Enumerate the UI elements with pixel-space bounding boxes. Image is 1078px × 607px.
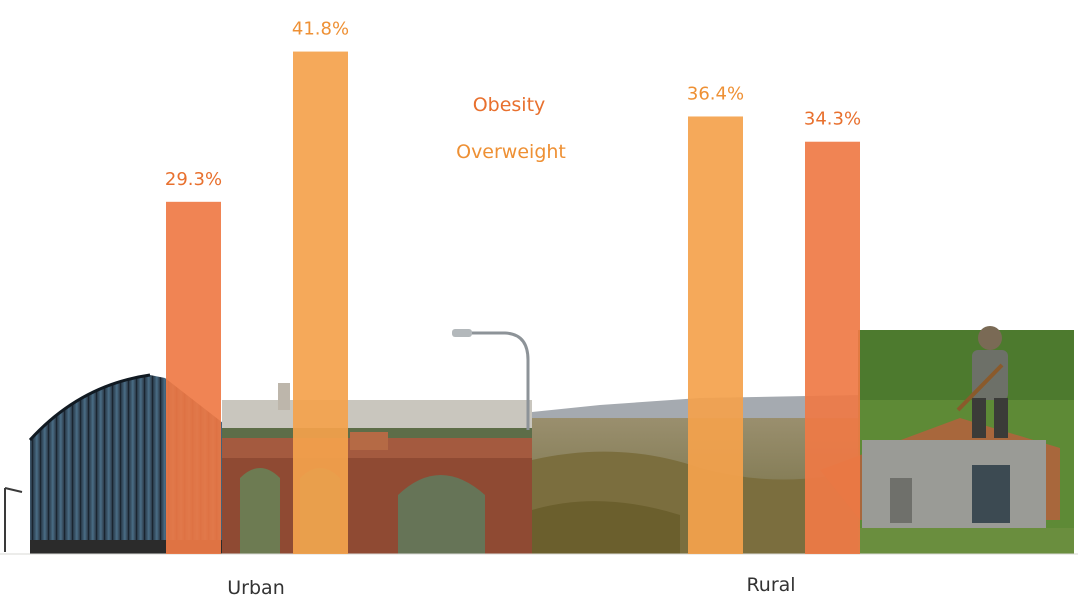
legend-entry-overweight: Overweight bbox=[456, 141, 566, 163]
category-label-urban: Urban bbox=[227, 577, 284, 599]
bars-layer bbox=[166, 51, 860, 555]
farmer-house-image bbox=[820, 326, 1074, 554]
bar-overweight-urban bbox=[293, 51, 348, 555]
category-labels: Urban Rural bbox=[227, 574, 795, 599]
legend-entry-obesity: Obesity bbox=[473, 94, 546, 116]
street-lamp-image bbox=[452, 329, 530, 430]
background-scenes bbox=[0, 326, 1078, 555]
legend: Obesity Overweight bbox=[456, 94, 566, 163]
bar-overweight-rural bbox=[688, 116, 743, 555]
bar-obesity-urban bbox=[166, 201, 221, 554]
category-label-rural: Rural bbox=[746, 574, 795, 596]
value-label-obesity-urban: 29.3% bbox=[165, 169, 222, 190]
value-label-obesity-rural: 34.3% bbox=[804, 109, 861, 130]
city-aqueduct-image bbox=[222, 383, 532, 554]
bar-obesity-rural bbox=[805, 141, 860, 555]
value-labels-layer: 29.3% 41.8% 36.4% 34.3% bbox=[165, 19, 861, 190]
value-label-overweight-rural: 36.4% bbox=[687, 83, 744, 104]
value-label-overweight-urban: 41.8% bbox=[292, 19, 349, 40]
